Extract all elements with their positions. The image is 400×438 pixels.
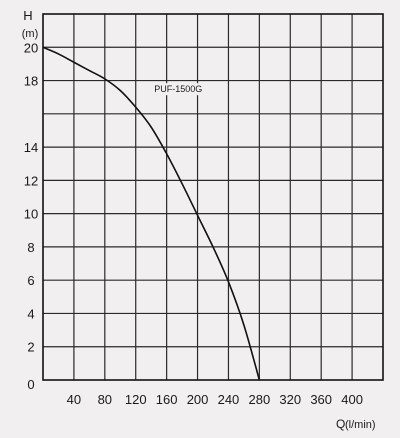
y-tick-label: 18	[24, 74, 38, 89]
x-tick-label: 120	[125, 392, 147, 407]
x-tick-label: 360	[310, 392, 332, 407]
y-tick-label: 12	[24, 173, 38, 188]
x-tick-label: 400	[341, 392, 363, 407]
x-tick-label: 80	[98, 392, 112, 407]
y-tick-label: 2	[27, 340, 34, 355]
series-label: PUF-1500G	[154, 84, 202, 94]
y-tick-label: 20	[24, 40, 38, 55]
x-tick-label: 320	[279, 392, 301, 407]
x-axis-label: Q	[336, 417, 345, 431]
y-tick-label: 4	[27, 306, 34, 321]
grid	[43, 14, 383, 380]
y-tick-label: 14	[24, 140, 38, 155]
x-tick-label: 160	[156, 392, 178, 407]
y-tick-label: 6	[27, 273, 34, 288]
x-tick-label: 280	[249, 392, 271, 407]
origin-label: 0	[27, 377, 34, 392]
curves	[42, 46, 261, 381]
x-tick-label: 240	[218, 392, 240, 407]
series-curve	[42, 46, 261, 381]
y-tick-label: 8	[27, 240, 34, 255]
x-tick-label: 200	[187, 392, 209, 407]
plot-frame	[42, 13, 384, 381]
plot-border	[42, 13, 384, 381]
y-axis-unit: (m)	[22, 28, 39, 40]
x-tick-label: 40	[67, 392, 81, 407]
x-axis-unit: (l/min)	[345, 419, 376, 431]
y-tick-label: 10	[24, 207, 38, 222]
series-label-background	[149, 83, 208, 96]
y-axis-label: H	[23, 8, 32, 23]
labels: H (m) Q (l/min) 0 40 80 120 160 200 240 280 320…	[22, 8, 376, 431]
